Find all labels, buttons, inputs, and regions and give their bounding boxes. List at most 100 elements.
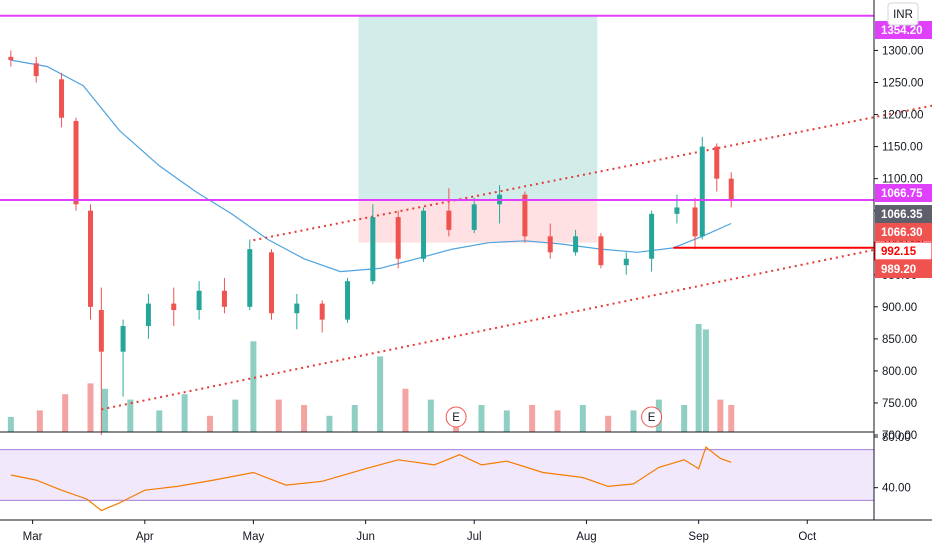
price-tags: 1354.20 1066.75 1066.35 1066.30 992.15 989.20	[874, 21, 932, 278]
candle	[421, 207, 427, 262]
volume-bar	[351, 405, 358, 432]
volume-bar	[605, 415, 612, 432]
candle	[345, 277, 351, 323]
rsi-pane	[0, 446, 874, 512]
candle	[221, 277, 227, 314]
candle	[73, 117, 79, 211]
candle	[294, 294, 300, 330]
volume-bar	[728, 405, 735, 432]
price-tag: 1354.20	[875, 21, 932, 39]
candle	[247, 239, 253, 311]
candle	[59, 72, 65, 128]
price-tag-label: 1354.20	[881, 25, 923, 37]
time-tick-label: Apr	[136, 531, 154, 543]
candle	[714, 143, 720, 192]
moving-average-line	[10, 59, 732, 273]
candle	[319, 300, 325, 333]
volume-bar	[630, 410, 637, 432]
volume-bar	[36, 410, 43, 432]
volume-bar	[206, 415, 213, 432]
price-tag-label: 992.15	[881, 246, 917, 258]
price-tick-label: 900.00	[882, 302, 917, 314]
time-tick-label: Jun	[356, 531, 375, 543]
price-tick-label: 850.00	[882, 334, 917, 346]
volume-bar	[301, 405, 308, 432]
candle	[120, 319, 126, 397]
channel-lower-line	[101, 236, 932, 411]
position-stop-zone	[358, 199, 598, 243]
volume-bar	[402, 388, 409, 432]
horizontal-levels	[0, 14, 874, 201]
volume-bar	[427, 399, 434, 432]
price-tag: 1066.75	[875, 184, 932, 202]
price-tag-label: 1066.75	[881, 188, 923, 200]
position-target-zone	[358, 15, 598, 200]
candle	[269, 249, 274, 320]
price-tick-label: 750.00	[882, 398, 917, 410]
candle	[33, 56, 39, 83]
volume-bar	[275, 399, 282, 432]
rsi-band	[0, 449, 874, 501]
volume-bar	[7, 416, 14, 432]
price-tick-label: 800.00	[882, 366, 917, 378]
volume-bar	[250, 341, 257, 432]
price-tag-label: 1066.35	[881, 209, 923, 221]
earnings-event-marker[interactable]: E	[641, 406, 663, 428]
event-label: E	[648, 412, 656, 424]
candle	[196, 281, 202, 320]
volume-bar	[156, 410, 163, 432]
price-axis[interactable]: 1300.001250.001200.001150.001100.001050.…	[874, 45, 924, 442]
price-tag: 1066.30	[875, 223, 932, 241]
volume-bar	[503, 410, 510, 432]
volume-bar	[377, 356, 384, 432]
time-axis[interactable]: Mar Apr May Jun Jul Aug Sep Oct	[23, 520, 817, 543]
candle	[88, 204, 93, 320]
candle	[145, 294, 151, 339]
rsi-axis[interactable]: 80.00 40.00	[874, 432, 911, 495]
price-tick-label: 1300.00	[882, 45, 924, 57]
time-tick-label: May	[243, 531, 265, 543]
volume-bar	[478, 405, 485, 432]
time-tick-label: Oct	[798, 531, 817, 543]
volume-bar	[579, 405, 586, 432]
candle	[598, 233, 604, 269]
currency-badge[interactable]: INR	[887, 2, 919, 26]
time-tick-label: Mar	[23, 531, 43, 543]
volume-bar	[127, 399, 134, 432]
price-tick-label: 700.00	[882, 430, 917, 442]
candle	[8, 50, 14, 67]
volume-bar	[554, 410, 561, 432]
candle	[446, 188, 452, 237]
earnings-event-marker[interactable]: E	[445, 406, 467, 428]
price-tick-label: 1250.00	[882, 78, 924, 90]
candle	[547, 223, 553, 259]
rsi-line	[10, 446, 732, 512]
candle	[471, 197, 477, 234]
price-tag: 992.15	[874, 241, 932, 261]
rsi-tick-label: 40.00	[882, 483, 911, 495]
price-tag: 1066.35	[875, 205, 932, 223]
time-tick-label: Jul	[467, 531, 482, 543]
price-tick-label: 1150.00	[882, 142, 923, 154]
candle	[649, 210, 655, 272]
candle	[171, 287, 177, 327]
candle	[728, 172, 734, 208]
volume-bar	[87, 383, 94, 432]
rsi-tick-label: 80.00	[882, 432, 911, 444]
price-tick-label: 1200.00	[882, 110, 924, 122]
volume-bar	[695, 324, 702, 432]
candle	[573, 229, 579, 256]
event-label: E	[452, 412, 460, 424]
volume-bar	[717, 399, 724, 432]
volume-bar	[62, 394, 69, 432]
price-tag-label: 1066.30	[881, 227, 923, 239]
candle	[699, 136, 705, 240]
price-tag: 989.20	[875, 260, 932, 278]
candle	[623, 252, 629, 275]
candle	[98, 287, 104, 435]
price-tag-label: 989.20	[881, 264, 916, 276]
volume-bar	[702, 329, 709, 432]
